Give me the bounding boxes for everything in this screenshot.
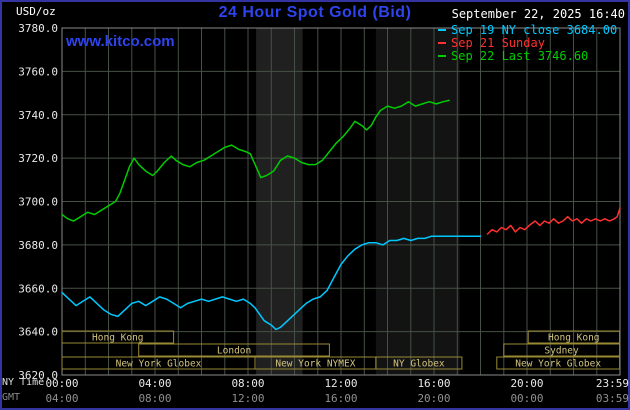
chart-title: 24 Hour Spot Gold (Bid) bbox=[218, 4, 412, 21]
plot-frame bbox=[61, 27, 621, 376]
gmt-axis-label: GMT bbox=[2, 392, 21, 403]
svg-text:3700.0: 3700.0 bbox=[18, 196, 58, 209]
session-label: Hong Kong bbox=[548, 333, 599, 344]
legend-label: Sep 22 Last 3746.60 bbox=[451, 49, 589, 63]
svg-text:12:00: 12:00 bbox=[324, 377, 357, 390]
legend-label: Sep 19 NY close 3684.00 bbox=[451, 23, 618, 37]
svg-text:00:00: 00:00 bbox=[45, 377, 78, 390]
session-box bbox=[138, 343, 330, 357]
svg-text:3740.0: 3740.0 bbox=[18, 109, 58, 122]
legend: Sep 19 NY close 3684.00 Sep 21 Sunday Sep … bbox=[438, 24, 617, 62]
svg-text:20:00: 20:00 bbox=[417, 392, 450, 405]
svg-text:3660.0: 3660.0 bbox=[18, 282, 58, 295]
svg-text:00:00: 00:00 bbox=[510, 392, 543, 405]
svg-text:04:00: 04:00 bbox=[138, 377, 171, 390]
kitco-watermark-link[interactable]: www.kitco.com bbox=[66, 33, 175, 50]
legend-marker-dash bbox=[438, 29, 446, 31]
y-axis-labels: 3620.0 3640.0 3660.0 3680.0 3700.0 3720.0 3740… bbox=[18, 22, 58, 382]
svg-text:3760.0: 3760.0 bbox=[18, 65, 58, 78]
session-box bbox=[527, 330, 621, 344]
legend-marker-dash bbox=[438, 55, 446, 57]
svg-text:12:00: 12:00 bbox=[231, 392, 264, 405]
series-line-sep22 bbox=[61, 99, 450, 222]
session-box bbox=[375, 356, 463, 370]
legend-item: Sep 19 NY close 3684.00 bbox=[438, 24, 617, 36]
datetime-label: September 22, 2025 16:40 bbox=[451, 7, 625, 21]
session-box bbox=[503, 343, 621, 357]
session-label: Hong Kong bbox=[92, 333, 143, 344]
session-label: NY Globex bbox=[393, 359, 445, 370]
svg-text:08:00: 08:00 bbox=[138, 392, 171, 405]
svg-text:3680.0: 3680.0 bbox=[18, 239, 58, 252]
price-series bbox=[61, 99, 621, 331]
svg-text:16:00: 16:00 bbox=[324, 392, 357, 405]
legend-label: Sep 21 Sunday bbox=[451, 36, 545, 50]
series-line-sep19 bbox=[61, 235, 482, 331]
svg-text:3640.0: 3640.0 bbox=[18, 326, 58, 339]
gridlines bbox=[62, 28, 620, 375]
session-box bbox=[496, 356, 621, 370]
session-label: New York Globex bbox=[515, 359, 601, 370]
session-bars: Hong Kong Hong Kong London Sydney New York G… bbox=[61, 330, 621, 370]
legend-item: Sep 22 Last 3746.60 bbox=[438, 50, 617, 62]
session-label: New York NYMEX bbox=[275, 359, 355, 370]
svg-text:3780.0: 3780.0 bbox=[18, 22, 58, 35]
ny-time-axis-label: NY Time bbox=[2, 377, 45, 388]
svg-text:03:59: 03:59 bbox=[596, 392, 629, 405]
svg-text:3720.0: 3720.0 bbox=[18, 152, 58, 165]
x-axis-labels: 00:00 04:00 04:00 08:00 08:00 12:00 12:00 16:00… bbox=[45, 377, 629, 405]
svg-text:23:59: 23:59 bbox=[596, 377, 629, 390]
svg-text:08:00: 08:00 bbox=[231, 377, 264, 390]
svg-text:04:00: 04:00 bbox=[45, 392, 78, 405]
legend-item: Sep 21 Sunday bbox=[438, 37, 617, 49]
units-label: USD/oz bbox=[16, 5, 56, 18]
session-label: London bbox=[217, 346, 251, 357]
session-label: New York Globex bbox=[116, 359, 202, 370]
svg-text:16:00: 16:00 bbox=[417, 377, 450, 390]
session-label: Sydney bbox=[544, 346, 579, 357]
session-box bbox=[61, 330, 175, 344]
svg-text:3620.0: 3620.0 bbox=[18, 369, 58, 382]
legend-marker-dash bbox=[438, 42, 446, 44]
series-line-sep21 bbox=[486, 207, 621, 235]
svg-text:20:00: 20:00 bbox=[510, 377, 543, 390]
